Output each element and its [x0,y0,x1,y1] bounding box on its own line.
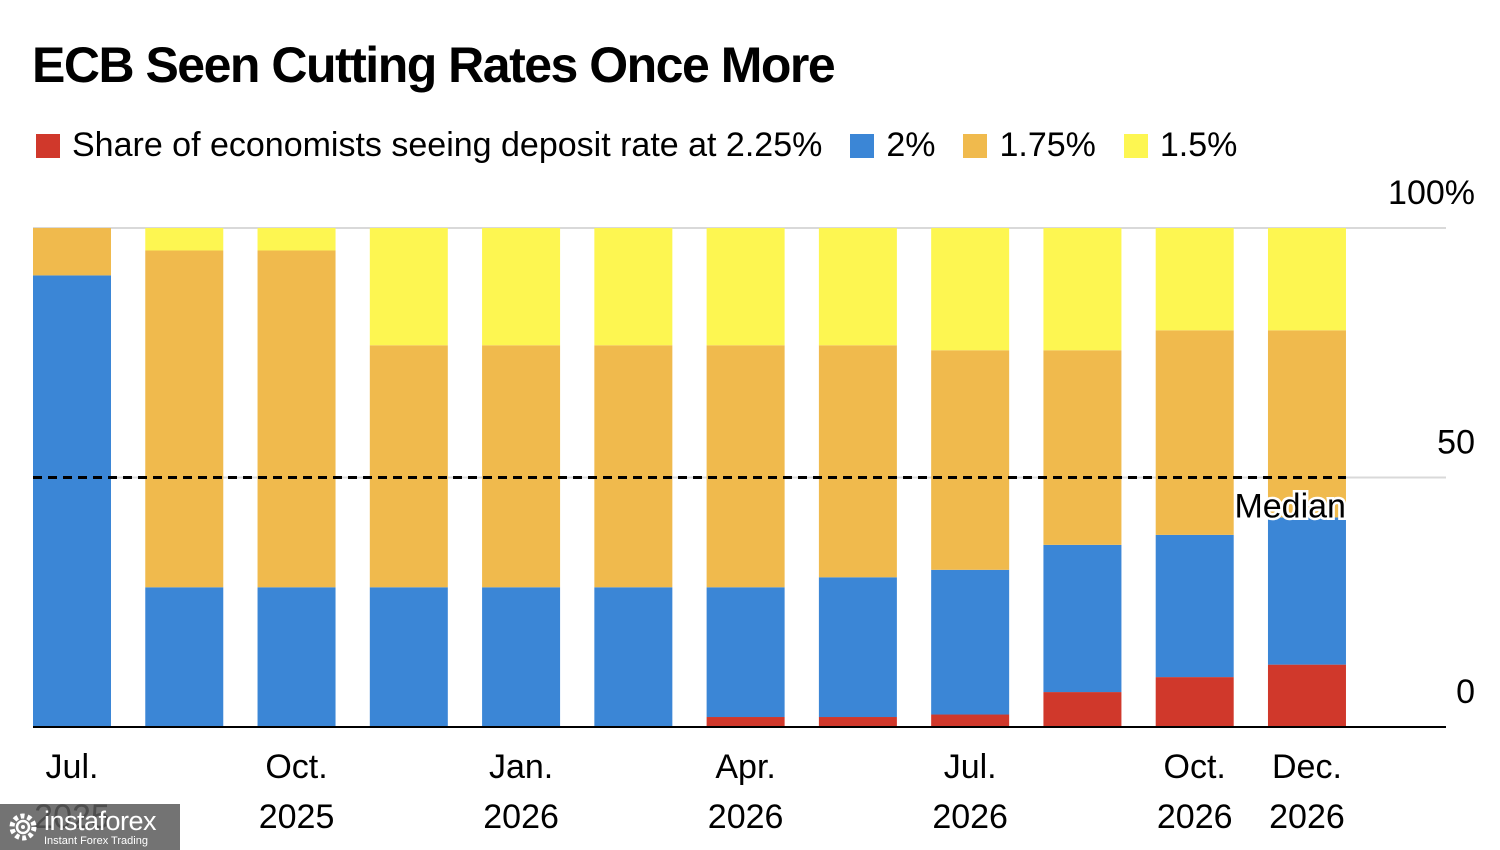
bar-segment [931,714,1010,727]
bar-segment [1155,228,1234,331]
bar-segment [1043,228,1122,351]
median-label: Median [1234,488,1346,526]
chart-title: ECB Seen Cutting Rates Once More [32,37,836,93]
bar-segment [706,345,785,588]
bar-segment [706,228,785,346]
bar-segment [257,587,336,727]
bar-segment [145,228,224,251]
bar-segment [369,345,448,588]
bar-segment [594,228,673,346]
bar-segment [369,587,448,727]
x-tick-label: Oct. [1164,748,1226,786]
legend-label: 1.75% [999,126,1096,164]
bar-segment [482,228,561,346]
bar-segment [931,569,1010,715]
x-tick-label: Jul. [944,748,997,786]
legend-item: 2% [850,126,935,165]
y-tick-label: 0 [1456,673,1475,711]
watermark-brand: instaforex [44,805,157,836]
bar-segment [818,345,897,578]
bar-segment [1155,330,1234,535]
bar-segment [706,717,785,727]
y-tick-label: 50 [1437,424,1475,462]
bar-segment [257,250,336,588]
bar-segment [33,228,111,276]
x-tick-label: Oct. [265,748,327,786]
y-tick-label: 100% [1388,174,1475,212]
x-tick-label: 2026 [1157,798,1233,836]
bar-segment [1267,664,1346,728]
legend-swatch [850,133,875,158]
gear-logo-icon [9,813,37,841]
x-tick-label: Jul. [46,748,99,786]
legend-label: 1.5% [1159,126,1238,164]
x-tick-label: 2026 [1269,798,1345,836]
bar-segment [482,587,561,727]
bar-segment [145,250,224,588]
bar-segment [369,228,448,346]
legend-swatch [963,133,988,158]
legend-label: 2% [886,126,936,164]
x-tick-label: 2026 [932,798,1008,836]
bar-segment [482,345,561,588]
legend-label: Share of economists seeing deposit rate … [72,126,823,164]
watermark-tagline: Instant Forex Trading [44,834,148,847]
bar-segment [931,350,1010,570]
bar-segment [33,275,111,727]
x-tick-label: 2025 [259,798,335,836]
legend: Share of economists seeing deposit rate … [36,126,1265,165]
bar-segment [594,587,673,727]
x-tick-label: Dec. [1272,748,1342,786]
x-tick-label: 2026 [483,798,559,836]
bar-segment [594,345,673,588]
legend-swatch [36,133,60,158]
legend-swatch [1123,133,1148,158]
legend-item: 1.75% [963,126,1096,165]
bar-segment [818,577,897,718]
x-tick-label: 2026 [708,798,784,836]
bar-segment [1155,677,1234,727]
bar-segment [818,717,897,727]
legend-item: Share of economists seeing deposit rate … [36,126,822,165]
bar-segment [1267,228,1346,331]
bar-segment [1043,544,1122,693]
bar-segment [1155,534,1234,678]
bar-segment [1043,692,1122,727]
bar-segment [1267,330,1346,518]
bar-segment [706,587,785,718]
bar-segment [1043,350,1122,545]
legend-item: 1.5% [1123,126,1238,165]
bar-segment [818,228,897,346]
bar-segment [1267,517,1346,665]
watermark: instaforex Instant Forex Trading [0,804,180,850]
x-tick-label: Jan. [489,748,553,786]
bar-segment [931,228,1010,351]
x-tick-label: Apr. [715,748,775,786]
bar-segment [257,228,336,251]
bar-segment [145,587,224,727]
